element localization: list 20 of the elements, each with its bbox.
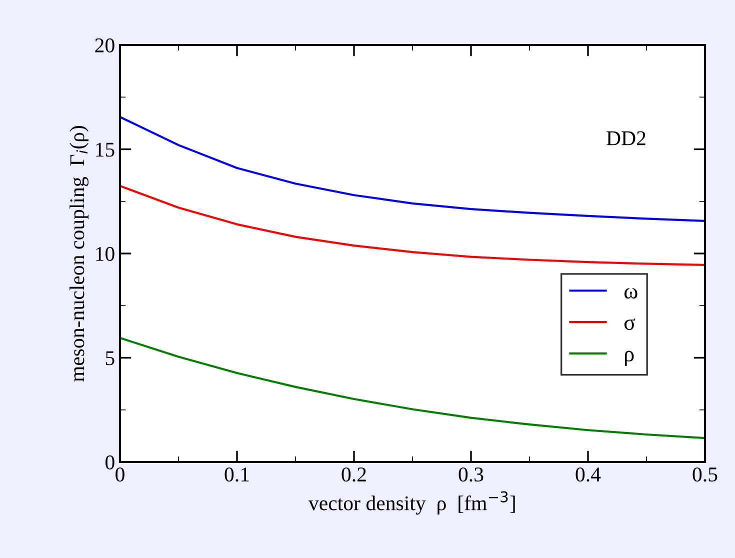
y-axis-title: meson-nucleon coupling Γ$_{i}$(ρ) — [70, 126, 89, 382]
legend-label: ω — [624, 288, 638, 299]
x-tick-label: 0.3 — [458, 467, 484, 482]
x-tick-label: 0 — [116, 467, 124, 482]
line-series — [120, 336, 705, 440]
x-tick-label: 0.1 — [224, 467, 249, 482]
line-series — [120, 116, 705, 222]
y-tick-label: 10 — [96, 246, 114, 261]
legend-label: ρ — [625, 350, 634, 366]
x-tick-label: 0.2 — [342, 467, 366, 482]
y-tick-label: 5 — [106, 351, 114, 366]
legend-label: σ — [624, 318, 636, 330]
x-tick-label: 0.4 — [576, 467, 601, 482]
annotation: DD2 — [606, 131, 646, 146]
line-series — [120, 184, 705, 266]
x-axis-title: vector density ρ [fm$^{−3}$] — [308, 491, 515, 515]
x-tick-label: 0.5 — [692, 467, 718, 482]
y-tick-label: 20 — [95, 38, 114, 52]
y-tick-label: 0 — [106, 455, 114, 470]
y-tick-label: 15 — [96, 142, 114, 157]
